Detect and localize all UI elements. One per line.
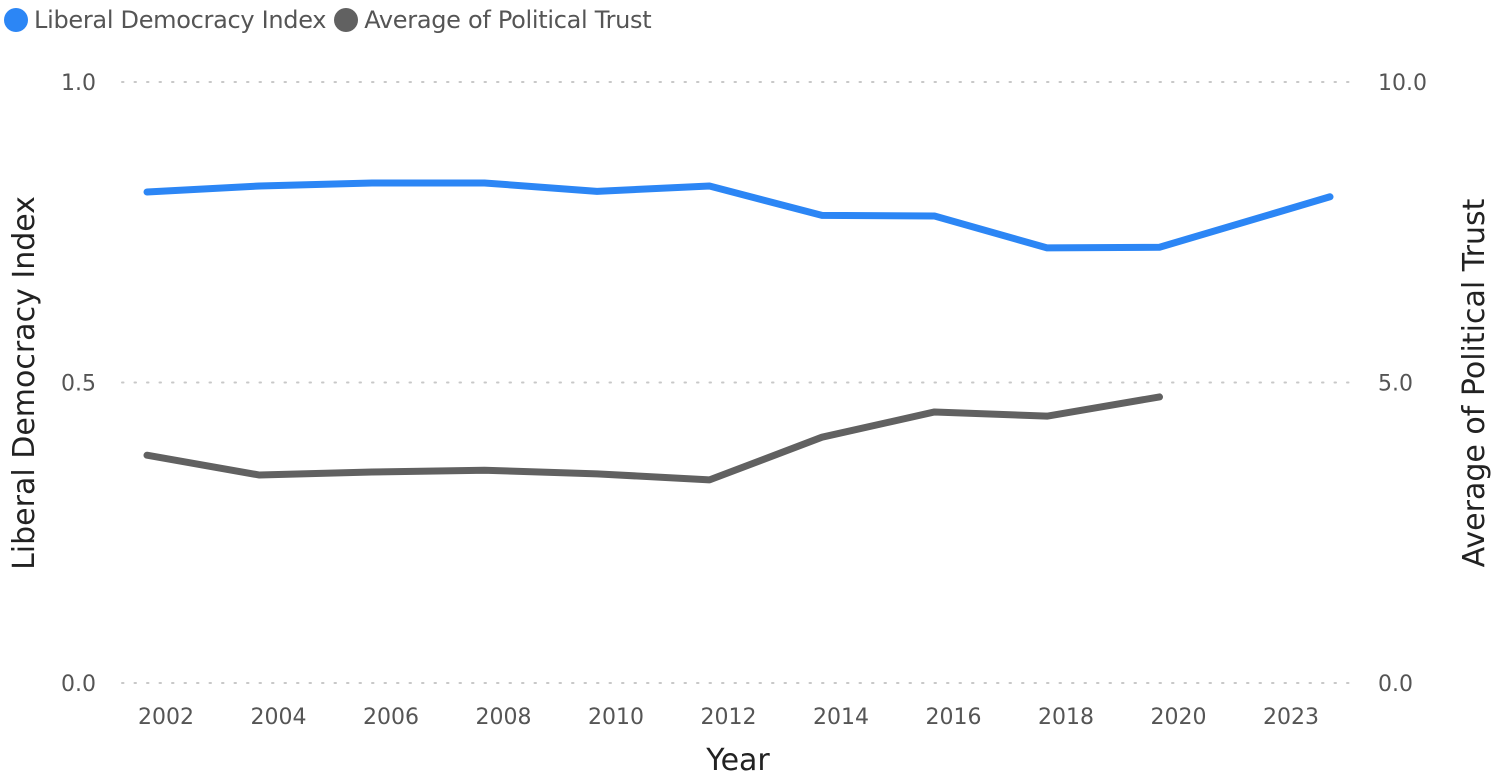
right-y-tick-label: 0.0 bbox=[1378, 672, 1413, 697]
left-y-tick-label: 0.5 bbox=[61, 372, 96, 397]
liberal-democracy-index-point bbox=[819, 212, 826, 219]
legend-label: Liberal Democracy Index bbox=[34, 6, 327, 34]
liberal-democracy-index-point bbox=[481, 179, 488, 186]
x-tick-label: 2002 bbox=[138, 705, 194, 730]
right-y-tick-label: 10.0 bbox=[1378, 71, 1427, 96]
right-y-axis-ticks: 0.0 5.0 10.0 bbox=[1378, 71, 1427, 697]
x-tick-label: 2016 bbox=[926, 705, 982, 730]
x-tick-label: 2008 bbox=[476, 705, 532, 730]
gridlines bbox=[121, 81, 1353, 684]
x-tick-label: 2010 bbox=[588, 705, 644, 730]
liberal-democracy-index-point bbox=[1327, 193, 1334, 200]
right-y-tick-label: 5.0 bbox=[1378, 372, 1413, 397]
political-trust-point bbox=[144, 452, 151, 459]
political-trust-point bbox=[256, 472, 263, 479]
legend-item-liberal-democracy-index[interactable]: Liberal Democracy Index bbox=[4, 6, 326, 34]
political-trust-point bbox=[819, 434, 826, 441]
liberal-democracy-index-line bbox=[143, 179, 1334, 252]
liberal-democracy-index-point bbox=[144, 188, 151, 195]
chart-legend: Liberal Democracy Index Average of Polit… bbox=[4, 3, 659, 37]
political-trust-point bbox=[706, 476, 713, 483]
political-trust-point bbox=[931, 408, 938, 415]
left-y-tick-label: 1.0 bbox=[61, 71, 96, 96]
political-trust-point bbox=[1156, 393, 1163, 400]
liberal-democracy-index-point bbox=[256, 182, 263, 189]
right-y-axis-title: Average of Political Trust bbox=[1457, 198, 1492, 567]
liberal-democracy-index-point bbox=[931, 213, 938, 220]
liberal-democracy-index-point bbox=[1156, 244, 1163, 251]
liberal-democracy-index-point bbox=[1044, 244, 1051, 251]
legend-marker-blue-dot-icon bbox=[4, 8, 28, 32]
x-axis-title: Year bbox=[705, 743, 770, 778]
liberal-democracy-index-point bbox=[706, 182, 713, 189]
x-tick-label: 2014 bbox=[813, 705, 869, 730]
liberal-democracy-index-point bbox=[594, 188, 601, 195]
left-y-axis-ticks: 0.0 0.5 1.0 bbox=[61, 71, 96, 697]
political-trust-point bbox=[481, 467, 488, 474]
x-tick-label: 2020 bbox=[1151, 705, 1207, 730]
x-tick-label: 2006 bbox=[363, 705, 419, 730]
liberal-democracy-index-point bbox=[369, 179, 376, 186]
x-tick-label: 2018 bbox=[1038, 705, 1094, 730]
x-tick-label: 2023 bbox=[1263, 705, 1319, 730]
left-y-axis-title: Liberal Democracy Index bbox=[7, 196, 42, 570]
political-trust-point bbox=[594, 470, 601, 477]
left-y-tick-label: 0.0 bbox=[61, 672, 96, 697]
x-axis-ticks: 2002 2004 2006 2008 2010 2012 2014 2016 2018 2020… bbox=[138, 705, 1319, 730]
political-trust-line bbox=[143, 393, 1163, 484]
x-tick-label: 2012 bbox=[701, 705, 757, 730]
series-lines bbox=[143, 179, 1334, 484]
political-trust-point bbox=[369, 469, 376, 476]
legend-marker-gray-dot-icon bbox=[334, 8, 359, 32]
x-tick-label: 2004 bbox=[251, 705, 307, 730]
political-trust-point bbox=[1044, 413, 1051, 420]
legend-item-political-trust[interactable]: Average of Political Trust bbox=[334, 6, 652, 34]
legend-label: Average of Political Trust bbox=[364, 6, 652, 34]
